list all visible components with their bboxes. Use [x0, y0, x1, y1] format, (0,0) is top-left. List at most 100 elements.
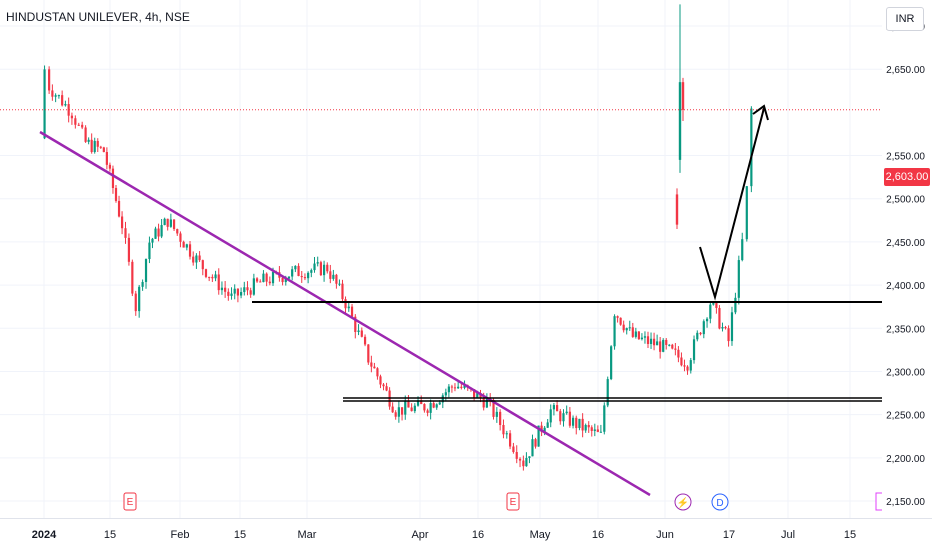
- candle-body: [596, 429, 599, 432]
- candle-body: [131, 261, 134, 294]
- candle-body: [413, 405, 416, 412]
- candle-body: [182, 241, 185, 248]
- candle-body: [255, 278, 259, 282]
- grid: [0, 0, 882, 518]
- candle-body: [680, 357, 683, 366]
- event-earnings-1: E: [123, 492, 137, 511]
- time-axis[interactable]: [0, 518, 932, 550]
- candle-body: [108, 164, 112, 169]
- candle-body: [96, 140, 99, 147]
- candle-body: [227, 291, 230, 296]
- candle-body: [565, 411, 568, 414]
- candle-body: [649, 338, 653, 344]
- candle-body: [659, 341, 662, 352]
- candle-body: [482, 398, 485, 408]
- candle-body: [117, 200, 121, 217]
- candle-body: [291, 269, 294, 277]
- candle-body: [426, 410, 429, 413]
- candle-body: [64, 104, 67, 106]
- price-axis[interactable]: [882, 0, 932, 518]
- candle-body: [546, 422, 549, 428]
- candle-body: [326, 264, 329, 272]
- candle-body: [344, 299, 347, 309]
- candle-body: [606, 379, 609, 406]
- candle-body: [268, 281, 271, 284]
- candle-body: [51, 90, 54, 97]
- candle-body: [522, 460, 525, 467]
- candle-body: [423, 404, 426, 411]
- candle-body: [404, 401, 407, 415]
- candle-body: [265, 273, 268, 282]
- candle-body: [531, 439, 534, 457]
- candle-body: [160, 225, 163, 237]
- candle-body: [57, 95, 60, 97]
- candle-body: [593, 429, 596, 431]
- candle-body: [549, 409, 552, 423]
- candle-body: [172, 219, 176, 230]
- candle-body: [696, 332, 699, 340]
- candle-body: [192, 256, 195, 263]
- candle-body: [319, 262, 322, 276]
- candle-body: [435, 404, 438, 408]
- candle-body: [262, 273, 265, 283]
- candle-body: [512, 446, 515, 453]
- candle-body: [84, 127, 87, 142]
- candle-body: [166, 218, 169, 227]
- currency-badge[interactable]: INR: [886, 7, 924, 31]
- candle-body: [552, 405, 556, 410]
- candle-body: [727, 328, 730, 342]
- candle-body: [476, 393, 479, 399]
- candle-body: [271, 271, 275, 284]
- last-price-label: 2,603.00: [884, 168, 930, 186]
- candle-body: [329, 271, 332, 279]
- candle-body: [410, 407, 413, 412]
- candle-body: [284, 278, 287, 283]
- candle-body: [432, 403, 435, 408]
- candle-body: [294, 265, 297, 270]
- symbol-title[interactable]: HINDUSTAN UNILEVER, 4h, NSE: [6, 10, 190, 24]
- candle-body: [662, 339, 665, 352]
- candle-body: [681, 82, 685, 110]
- candle-body: [90, 139, 93, 153]
- candle-body: [737, 260, 740, 298]
- candle-body: [303, 277, 307, 279]
- candle-body: [370, 362, 373, 367]
- candle-body: [562, 413, 565, 422]
- projection-arrow: [699, 107, 765, 301]
- candle-body: [354, 316, 357, 333]
- candle-body: [367, 344, 370, 363]
- candle-body: [508, 433, 512, 447]
- candle-body: [628, 327, 631, 329]
- candle-body: [625, 328, 628, 331]
- candle-body: [534, 439, 537, 447]
- candle-body: [518, 458, 522, 461]
- candle-body: [610, 346, 613, 380]
- candle-body: [678, 82, 682, 160]
- candle-body: [730, 312, 734, 342]
- candle-body: [313, 263, 316, 271]
- candle-body: [463, 385, 466, 388]
- candle-body: [438, 402, 441, 405]
- candle-body: [204, 269, 208, 277]
- candle-body: [715, 303, 718, 308]
- candle-body: [195, 255, 198, 263]
- candle-body: [559, 411, 562, 422]
- candle-body: [391, 406, 394, 413]
- candle-body: [568, 411, 571, 426]
- candle-body: [74, 118, 77, 125]
- candle-body: [718, 307, 721, 329]
- candle-body: [239, 292, 243, 296]
- candle-body: [721, 327, 724, 329]
- candle-body: [360, 330, 363, 337]
- candle-body: [114, 188, 118, 201]
- candle-body: [603, 405, 606, 432]
- candle-body: [525, 457, 528, 467]
- candle-body: [652, 338, 656, 346]
- candle-body: [397, 407, 400, 417]
- candle-body: [382, 384, 385, 387]
- candle-body: [81, 124, 84, 128]
- candle-body: [307, 272, 310, 279]
- candle-body: [528, 456, 531, 458]
